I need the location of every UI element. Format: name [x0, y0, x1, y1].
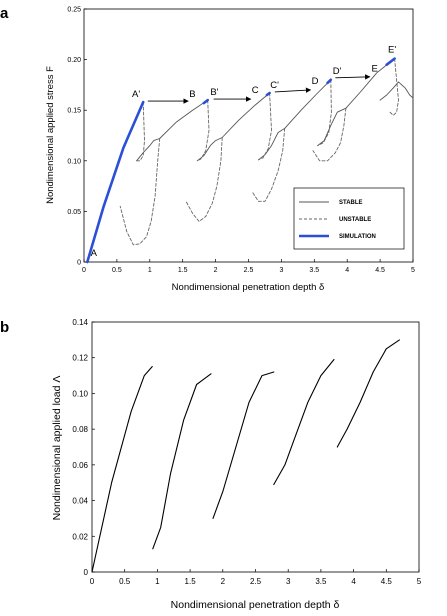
panel-a-x-tick-label: 4: [345, 267, 349, 274]
panel-b-x-tick-label: 5: [417, 577, 422, 586]
panel-a-x-tick-label: 3: [279, 267, 283, 274]
panel-b-load-curve: [91, 366, 153, 573]
panel-a-stable-curve: [379, 81, 414, 101]
panel-a-y-tick-label: 0.20: [67, 57, 81, 64]
panel-b-y-tick-label: 0.08: [72, 425, 88, 434]
panel-a-x-tick-label: 3.5: [309, 267, 319, 274]
panel-a-unstable-curve: [136, 101, 145, 162]
panel-b-plot-frame: [91, 321, 420, 573]
panel-b-x-tick-label: 1: [155, 577, 160, 586]
panel-a-x-tick-label: 0.5: [112, 267, 122, 274]
panel-a-stable-curve: [196, 137, 223, 162]
panel-b-x-tick-label: 2.5: [250, 577, 262, 586]
panel-a-simulation-curve: [86, 100, 145, 264]
panel-b-x-tick-label: 4.5: [381, 577, 393, 586]
panel-b-load-curve: [152, 373, 212, 550]
panel-a-unstable-curve: [312, 107, 347, 162]
panel-a-stable-curve: [159, 99, 209, 139]
panel-a-y-tick-label: 0: [77, 260, 81, 267]
panel-b-y-tick-label: 0.10: [72, 389, 88, 398]
panel-a-point-label: A: [91, 248, 98, 259]
panel-b-series: [91, 339, 400, 573]
panel-a-point-label: D: [312, 76, 319, 87]
panel-a-simulation-curve: [202, 98, 209, 105]
panel-a-unstable-curve: [196, 99, 210, 162]
panel-a-x-tick-label: 1: [148, 267, 152, 274]
panel-b-x-tick-label: 3.5: [315, 577, 327, 586]
panel-a-unstable-curve: [317, 79, 332, 147]
panel-b-x-axis-label: Nondimensional penetration depth δ: [171, 599, 340, 611]
panel-a-simulation-curve: [326, 78, 333, 85]
panel-b-load-curve: [212, 371, 275, 519]
panel-a-unstable-curve: [389, 58, 399, 116]
panel-a-stable-curve: [345, 58, 396, 109]
panel-b-x-ticks: 0 0.5 1 1.5 2 2.5 3 3.5 4 4.5 5: [90, 569, 422, 586]
panel-a-simulation-curve: [265, 91, 271, 97]
panel-a-x-tick-label: 0: [82, 267, 86, 274]
panel-a-point-label: E': [388, 45, 396, 56]
panel-a-x-tick-label: 5: [411, 267, 415, 274]
panel-a-unstable-curve: [257, 92, 272, 161]
panel-b-y-tick-label: 0.04: [72, 497, 88, 506]
panel-a-y-axis-label: Nondimensional applied stress F: [45, 66, 56, 204]
legend-stable-label: STABLE: [339, 200, 363, 206]
panel-a-x-tick-label: 4.5: [375, 267, 385, 274]
panel-a-y-tick-label: 0.25: [67, 7, 81, 14]
legend-unstable-label: UNSTABLE: [339, 217, 371, 223]
panel-a-stable-curve: [136, 138, 161, 162]
panel-a: a 0 0.5 1 1.5 2 2.5 3 3.5 4 4.5 5 0 0.05 0.10 0.15 0.2…: [0, 5, 415, 293]
panel-a-point-label: C': [270, 80, 279, 91]
panel-a-point-label: B: [189, 89, 195, 100]
panel-b-y-tick-label: 0.14: [72, 318, 88, 327]
panel-b-y-ticks: 0 0.02 0.04 0.06 0.08 0.10 0.12 0.14: [72, 318, 95, 577]
panel-a-point-label: B': [210, 87, 218, 98]
panel-a-x-tick-label: 1.5: [178, 267, 188, 274]
panel-b-load-curve: [273, 358, 335, 486]
panel-b-x-tick-label: 3: [286, 577, 291, 586]
panel-a-point-label: C: [252, 85, 259, 96]
panel-a-stable-curve: [221, 92, 271, 138]
panel-b-x-tick-label: 1.5: [185, 577, 197, 586]
panel-b-letter: b: [0, 319, 9, 336]
panel-b-x-tick-label: 2: [221, 577, 226, 586]
panel-a-letter: a: [0, 5, 9, 22]
panel-b: b 0 0.5 1 1.5 2 2.5 3 3.5 4 4.5 5 0 0.02 0.04 0.06 0.0…: [0, 318, 422, 611]
panel-a-x-ticks: 0 0.5 1 1.5 2 2.5 3 3.5 4 4.5 5: [82, 259, 415, 274]
panel-a-y-tick-label: 0.05: [67, 209, 81, 216]
legend-box: [293, 187, 405, 250]
panel-a-stable-curve: [257, 127, 286, 161]
panel-a-series: [86, 57, 414, 264]
panel-b-y-tick-label: 0.12: [72, 354, 88, 363]
panel-a-stable-curve: [284, 79, 332, 129]
panel-a-unstable-curve: [185, 137, 223, 222]
legend-simulation-label: SIMULATION: [339, 234, 376, 240]
panel-a-point-label: D': [333, 66, 342, 77]
panel-b-y-tick-label: 0.06: [72, 461, 88, 470]
panel-a-point-labels: A A' B B' C C' D D' E E': [91, 45, 397, 259]
panel-a-x-axis-label: Nondimensional penetration depth δ: [172, 282, 325, 293]
panel-b-y-tick-label: 0.02: [72, 532, 88, 541]
panel-b-y-tick-label: 0: [84, 568, 89, 577]
panel-b-x-tick-label: 0.5: [119, 577, 131, 586]
panel-a-legend: STABLE UNSTABLE SIMULATION: [293, 187, 405, 250]
panel-b-y-axis-label: Nondimensional applied load Λ: [51, 376, 63, 521]
panel-a-unstable-curve: [251, 127, 286, 202]
panel-b-x-tick-label: 4: [351, 577, 356, 586]
panel-a-y-tick-label: 0.10: [67, 158, 81, 165]
panel-a-point-label: E: [372, 64, 378, 75]
panel-b-load-curve: [336, 339, 400, 448]
panel-a-x-tick-label: 2: [214, 267, 218, 274]
panel-a-x-tick-label: 2.5: [244, 267, 254, 274]
panel-a-unstable-curve: [119, 138, 161, 246]
panel-b-x-tick-label: 0: [90, 577, 95, 586]
panel-a-y-ticks: 0 0.05 0.10 0.15 0.20 0.25: [67, 7, 87, 267]
panel-a-arrows: [147, 74, 371, 104]
panel-a-stable-curve: [317, 107, 347, 147]
panel-a-transition-arrow: [274, 87, 312, 93]
panel-a-y-tick-label: 0.15: [67, 108, 81, 115]
panel-a-point-label: A': [132, 89, 140, 100]
panel-a-transition-arrow: [335, 74, 371, 80]
panel-a-simulation-curve: [385, 57, 396, 66]
